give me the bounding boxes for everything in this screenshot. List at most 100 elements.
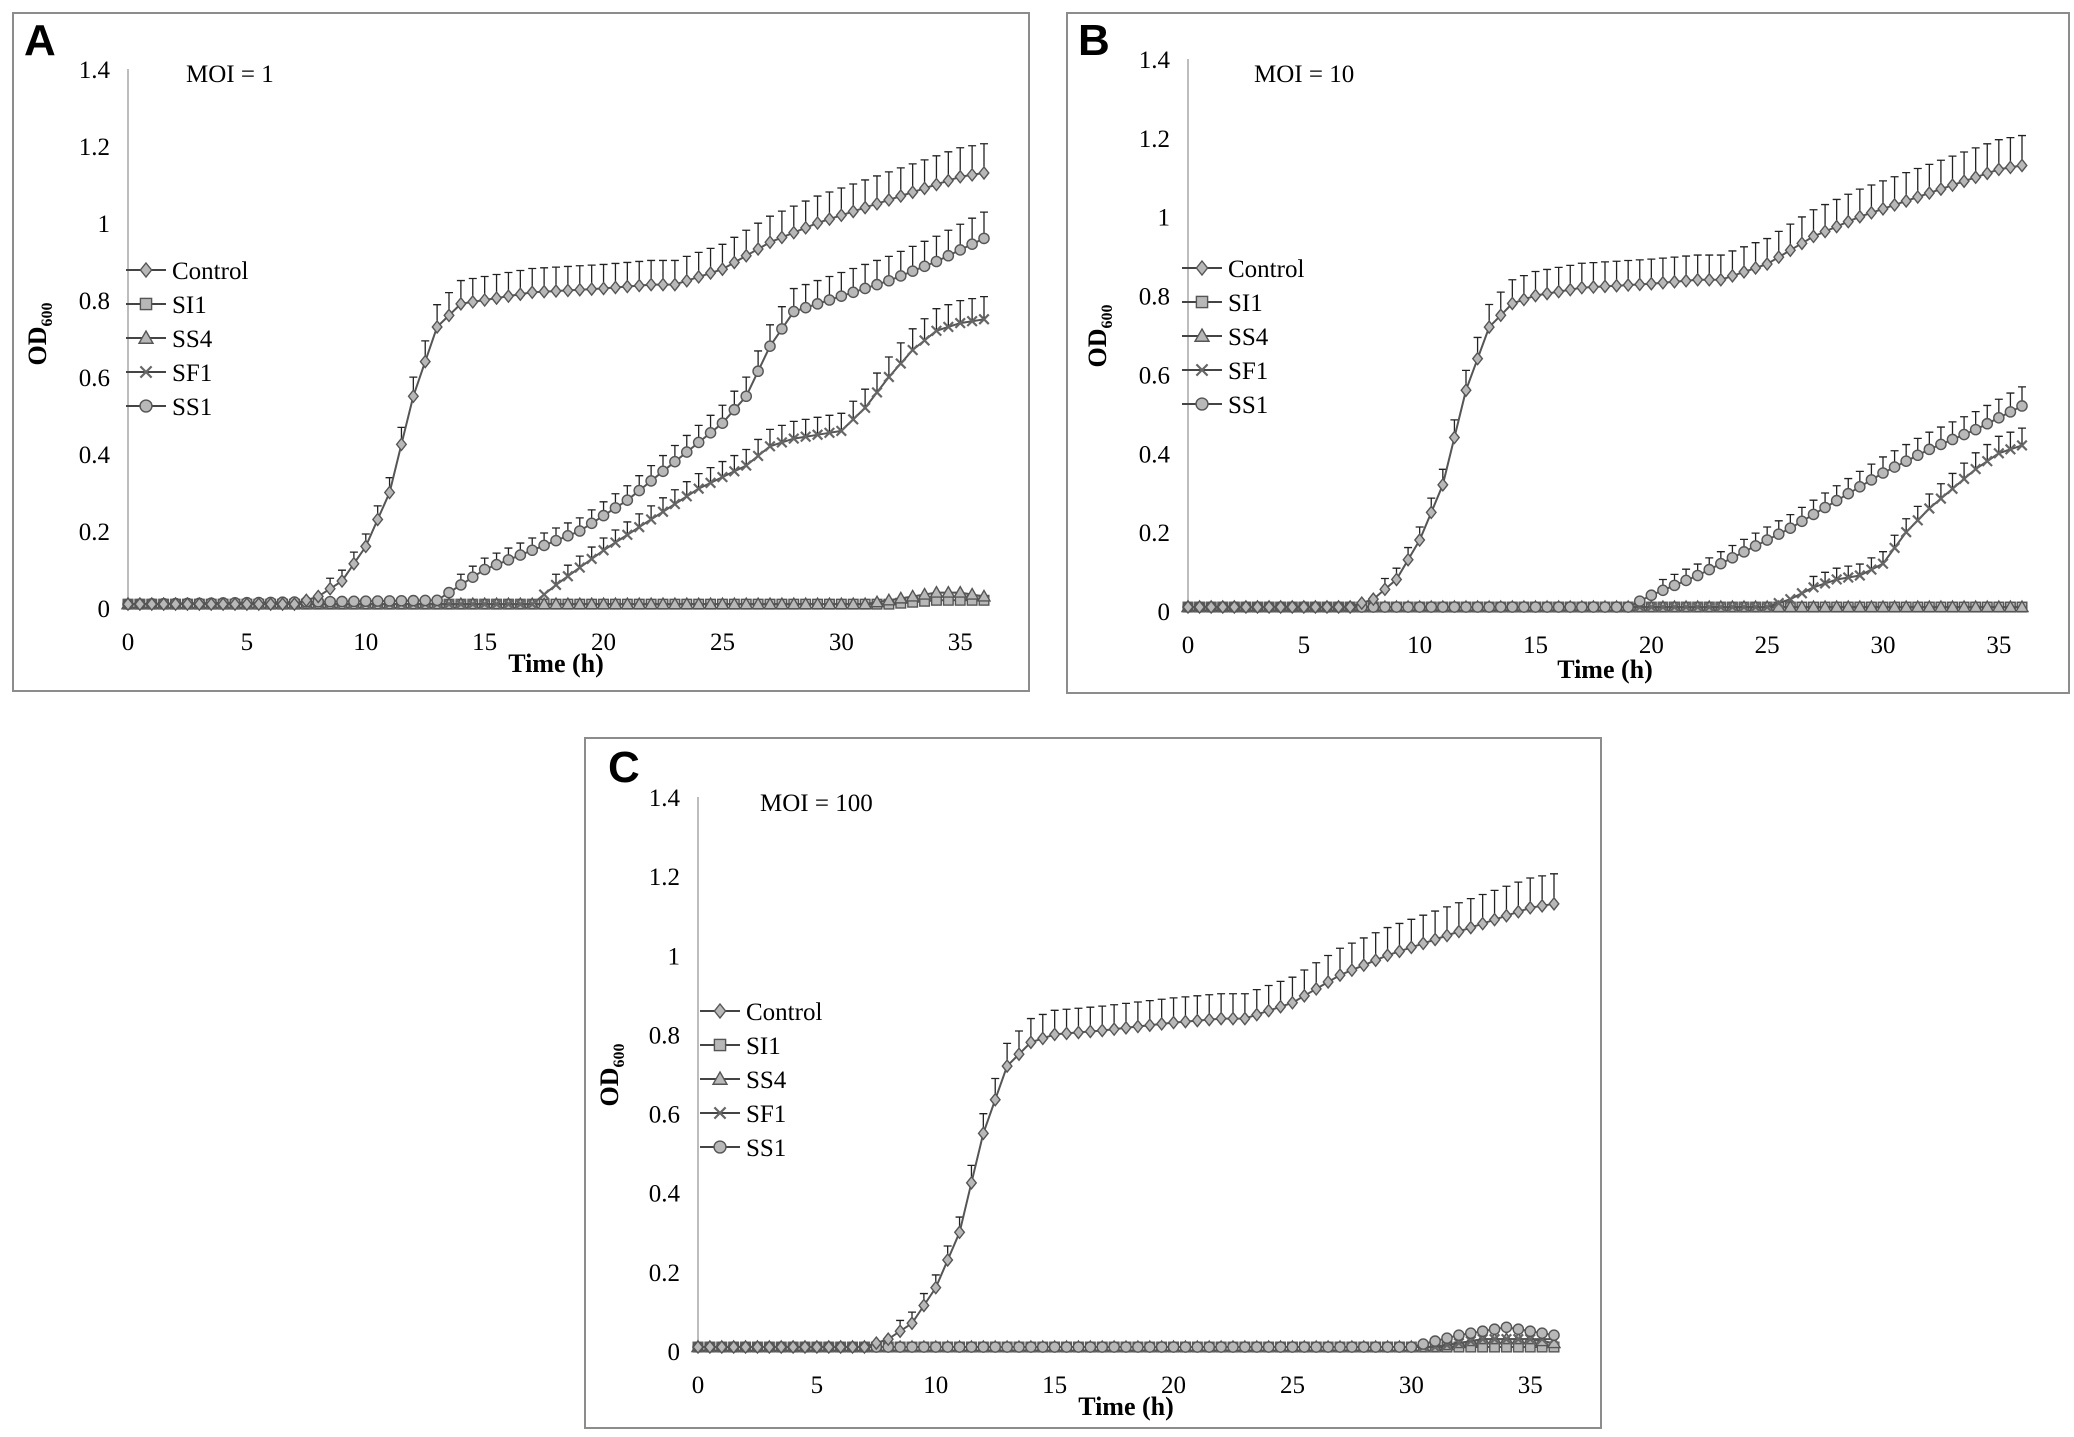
- data-point-ss4: [1980, 599, 1995, 613]
- data-point-control: [1784, 243, 1797, 258]
- data-point-ss1: [455, 579, 467, 591]
- data-point-control: [1842, 214, 1854, 229]
- data-point-control: [1262, 1003, 1275, 1018]
- y-tick-label: 0.8: [79, 288, 110, 315]
- data-point-control: [645, 277, 657, 292]
- data-point-ss4: [762, 596, 778, 610]
- data-point-sf1: [954, 317, 966, 329]
- data-point-sf1: [1512, 1333, 1524, 1345]
- data-point-control: [1476, 916, 1489, 931]
- data-point-control: [811, 215, 824, 231]
- data-point-ss4: [2014, 599, 2030, 613]
- x-tick-label: 20: [1161, 1372, 1186, 1399]
- data-point-control: [1390, 572, 1403, 587]
- data-point-ss1: [1483, 601, 1495, 613]
- data-point-control: [1037, 1031, 1049, 1046]
- data-point-control: [1773, 250, 1785, 265]
- data-point-control: [835, 208, 848, 223]
- data-point-control: [1309, 599, 1322, 615]
- data-point-sf1: [681, 490, 693, 502]
- data-point-control: [669, 277, 681, 292]
- data-point-control: [526, 285, 538, 300]
- data-point-ss1: [965, 1341, 978, 1353]
- data-point-ss1: [1379, 601, 1391, 613]
- data-point-ss1: [1494, 601, 1507, 613]
- data-point-ss1: [776, 323, 788, 335]
- data-point-control: [859, 200, 871, 215]
- data-point-ss1: [799, 301, 812, 314]
- error-bar: [552, 573, 560, 585]
- data-point-ss1: [894, 270, 907, 282]
- data-point-ss1: [740, 390, 753, 403]
- data-point-ss1: [1405, 1341, 1418, 1353]
- data-point-ss1: [1060, 1341, 1073, 1353]
- x-tick-label: 15: [1523, 632, 1548, 659]
- data-point-sf1: [811, 429, 824, 441]
- data-point-control: [764, 235, 776, 250]
- data-point-control: [134, 597, 146, 612]
- series-ss1: [1182, 386, 2028, 613]
- chart-moi-10: 0 0.2 0.4 0.6 0.8 1 1.2 1.4 0 5 10 15 20 25 30 35 Time (…: [1083, 47, 2030, 684]
- legend-item-control: Control: [700, 999, 822, 1026]
- y-tick-label: 0.4: [79, 442, 111, 469]
- data-point-sf1: [942, 321, 954, 333]
- data-point-control: [799, 220, 812, 235]
- data-point-control: [1251, 1007, 1263, 1022]
- data-point-sf1: [669, 498, 681, 510]
- data-point-sf1: [1726, 601, 1738, 613]
- legend-item-si1: SI1: [126, 292, 207, 319]
- legend-label: SS4: [746, 1067, 787, 1094]
- data-point-ss1: [1322, 1341, 1334, 1353]
- x-tick-label: 30: [1399, 1372, 1424, 1399]
- data-point-sf1: [1807, 581, 1820, 593]
- y-tick-label: 0.4: [649, 1181, 681, 1208]
- data-point-control: [1888, 197, 1901, 213]
- data-point-control: [574, 282, 586, 297]
- data-point-ss1: [941, 1341, 954, 1353]
- data-point-ss1: [859, 282, 871, 295]
- panel-letter-b: B: [1078, 16, 1110, 65]
- data-point-control: [1500, 908, 1513, 923]
- y-tick-label: 0: [1158, 599, 1171, 626]
- data-point-ss1: [407, 594, 420, 607]
- data-point-sf1: [657, 506, 669, 518]
- data-point-control: [1564, 282, 1576, 297]
- data-point-sf1: [1831, 573, 1843, 586]
- data-point-ss1: [609, 502, 622, 514]
- data-point-control: [1263, 599, 1275, 615]
- data-point-ss1: [692, 436, 705, 449]
- data-point-ss1: [1357, 1341, 1370, 1353]
- data-point-control: [1402, 552, 1414, 567]
- data-point-sf1: [1500, 1333, 1513, 1345]
- data-point-ss1: [324, 595, 336, 608]
- data-point-sf1: [550, 579, 562, 591]
- data-point-sf1: [966, 315, 978, 327]
- data-point-ss1: [1587, 601, 1600, 613]
- data-point-ss1: [1657, 584, 1669, 597]
- data-point-control: [799, 1339, 811, 1355]
- data-point-control: [1488, 912, 1501, 927]
- data-point-ss1: [2004, 406, 2017, 418]
- error-bar: [980, 295, 988, 320]
- data-point-control: [1048, 1027, 1061, 1042]
- series-control: [1182, 134, 2028, 615]
- panel-a: A 0 0.2 0.4 0.6 0.8 1 1.2 1.4 0 5 10 15 20 25 30 35 Time…: [12, 12, 1030, 692]
- data-point-ss1: [1796, 515, 1808, 528]
- data-point-ss4: [834, 596, 849, 610]
- legend-label: Control: [746, 999, 822, 1026]
- data-point-control: [704, 1339, 716, 1355]
- data-point-ss4: [632, 596, 647, 610]
- data-point-ss4: [1794, 599, 1810, 613]
- x-axis-label: Time (h): [1078, 1392, 1174, 1421]
- data-point-control: [930, 1280, 942, 1295]
- error-bar: [1948, 472, 1957, 489]
- data-point-control: [241, 597, 253, 612]
- error-bar: [920, 318, 929, 341]
- x-tick-label: 0: [122, 629, 135, 656]
- x-axis-label: Time (h): [1557, 655, 1653, 684]
- data-point-ss1: [1854, 480, 1866, 493]
- data-point-sf1: [609, 536, 622, 549]
- data-point-ss1: [1072, 1341, 1085, 1353]
- legend-item-sf1: SF1: [700, 1101, 786, 1128]
- data-point-ss1: [1726, 551, 1739, 564]
